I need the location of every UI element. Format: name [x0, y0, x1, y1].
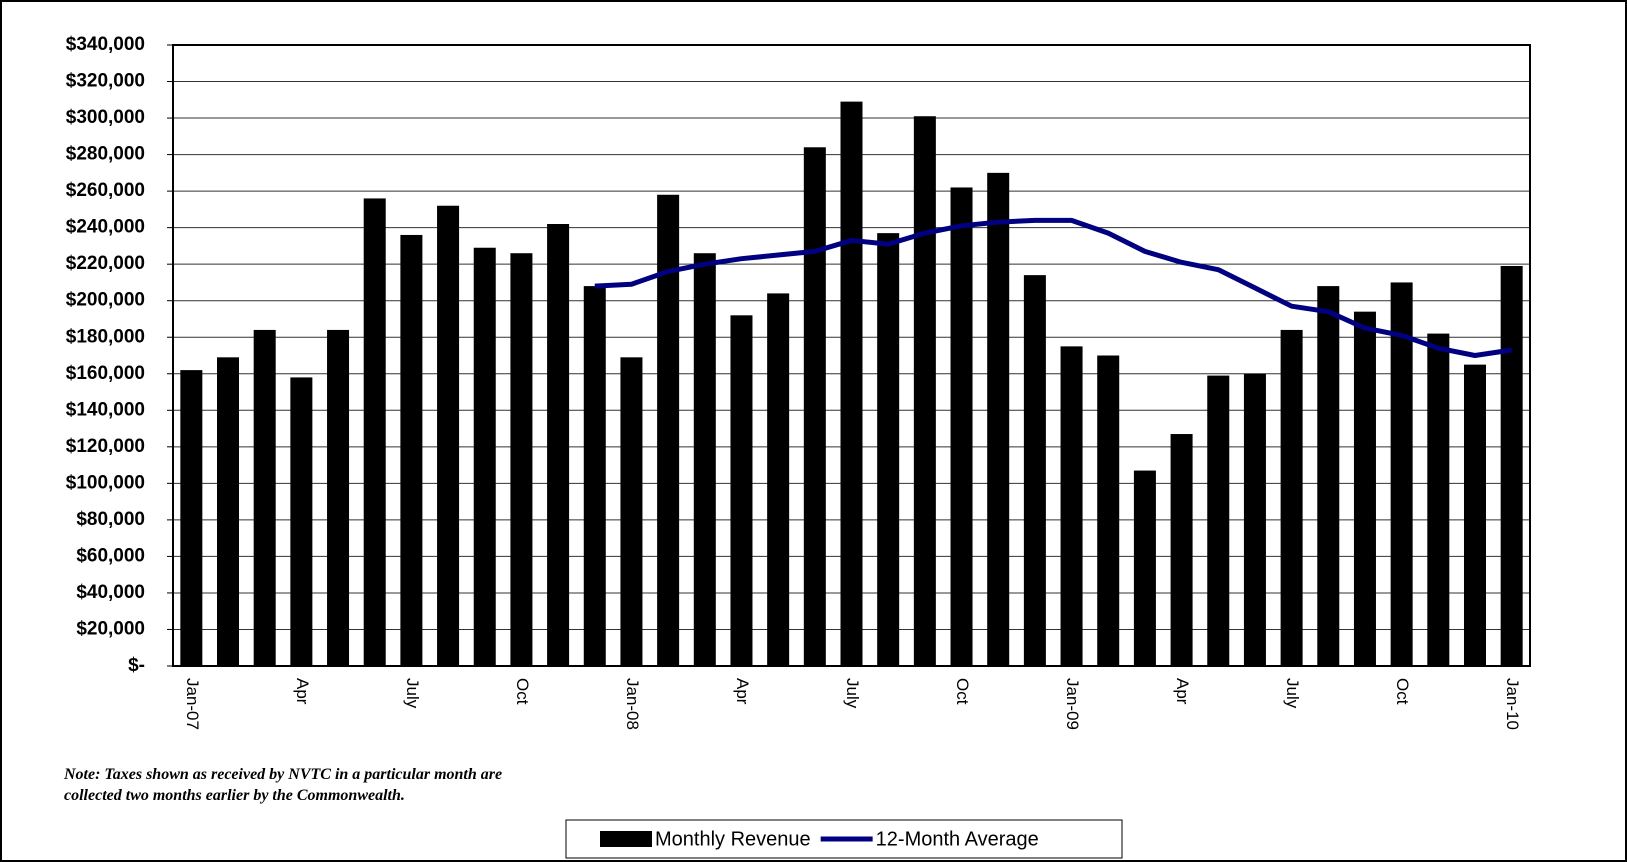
note: Note: Taxes shown as received by NVTC in…: [64, 766, 503, 804]
x-tick-label: Apr: [733, 678, 752, 705]
bar: [950, 187, 973, 666]
bar: [510, 253, 533, 666]
bar: [913, 116, 936, 666]
bar: [730, 315, 753, 666]
y-tick-label: $240,000: [66, 217, 145, 238]
legend-label: 12-Month Average: [876, 828, 1039, 850]
bar: [1390, 282, 1413, 666]
bar: [767, 293, 790, 666]
bar: [1243, 373, 1266, 666]
legend-swatch: [600, 831, 652, 847]
bar: [327, 329, 350, 666]
bar: [1170, 434, 1193, 666]
y-tick-label: $180,000: [66, 326, 145, 347]
y-tick-label: $20,000: [76, 618, 145, 639]
y-tick-label: $220,000: [66, 253, 145, 274]
y-tick-label: $140,000: [66, 399, 145, 420]
x-tick-label: Jan-09: [1063, 678, 1082, 730]
plot-border: [172, 44, 1531, 667]
x-tick-label: Oct: [1393, 678, 1412, 705]
legend-label: Monthly Revenue: [655, 828, 811, 850]
x-tick-label: Oct: [513, 678, 532, 705]
bar: [1023, 275, 1046, 666]
x-tick-label: Oct: [953, 678, 972, 705]
y-tick-label: $-: [128, 655, 145, 676]
x-tick-label: Jan-07: [183, 678, 202, 730]
line: [594, 217, 1513, 358]
y-tick-label: $280,000: [66, 144, 145, 165]
y-tick-label: $300,000: [66, 107, 145, 128]
bar: [1060, 346, 1083, 666]
bar: [840, 101, 863, 666]
bar: [473, 247, 496, 667]
bar: [1500, 266, 1523, 666]
bar: [877, 233, 900, 666]
y-tick-label: $100,000: [66, 472, 145, 493]
bar: [803, 147, 826, 666]
x-tick-label: Jan-10: [1503, 678, 1522, 730]
bar: [1463, 364, 1486, 666]
x-tick-label: Apr: [293, 678, 312, 705]
bar: [1427, 333, 1450, 666]
bar: [583, 286, 606, 666]
bar: [363, 198, 386, 666]
y-tick-label: $320,000: [66, 71, 145, 92]
bar: [987, 172, 1010, 666]
bar: [547, 223, 570, 666]
x-tick-label: Apr: [1173, 678, 1192, 705]
bar: [290, 377, 313, 666]
y-tick-label: $260,000: [66, 180, 145, 201]
bar: [1353, 311, 1376, 666]
bar: [1097, 355, 1120, 666]
y-tick-label: $40,000: [76, 582, 145, 603]
bar: [437, 205, 460, 666]
y-tick-label: $200,000: [66, 290, 145, 311]
bar: [253, 329, 276, 666]
bar: [620, 357, 643, 666]
bar: [1317, 286, 1340, 666]
x-tick-label: July: [843, 678, 862, 709]
y-tick-label: $340,000: [66, 34, 145, 55]
bar: [1207, 375, 1230, 666]
y-tick-label: $120,000: [66, 436, 145, 457]
x-tick-label: July: [403, 678, 422, 709]
y-tick-label: $80,000: [76, 509, 145, 530]
bar: [693, 253, 716, 666]
y-tick-label: $160,000: [66, 363, 145, 384]
y-tick-label: $60,000: [76, 545, 145, 566]
bar: [180, 370, 203, 666]
bar: [1280, 329, 1303, 666]
bar: [217, 357, 240, 666]
bar: [400, 234, 423, 666]
bar: [657, 194, 680, 667]
bar: [1133, 470, 1156, 666]
x-tick-label: Jan-08: [623, 678, 642, 730]
x-tick-label: July: [1283, 678, 1302, 709]
